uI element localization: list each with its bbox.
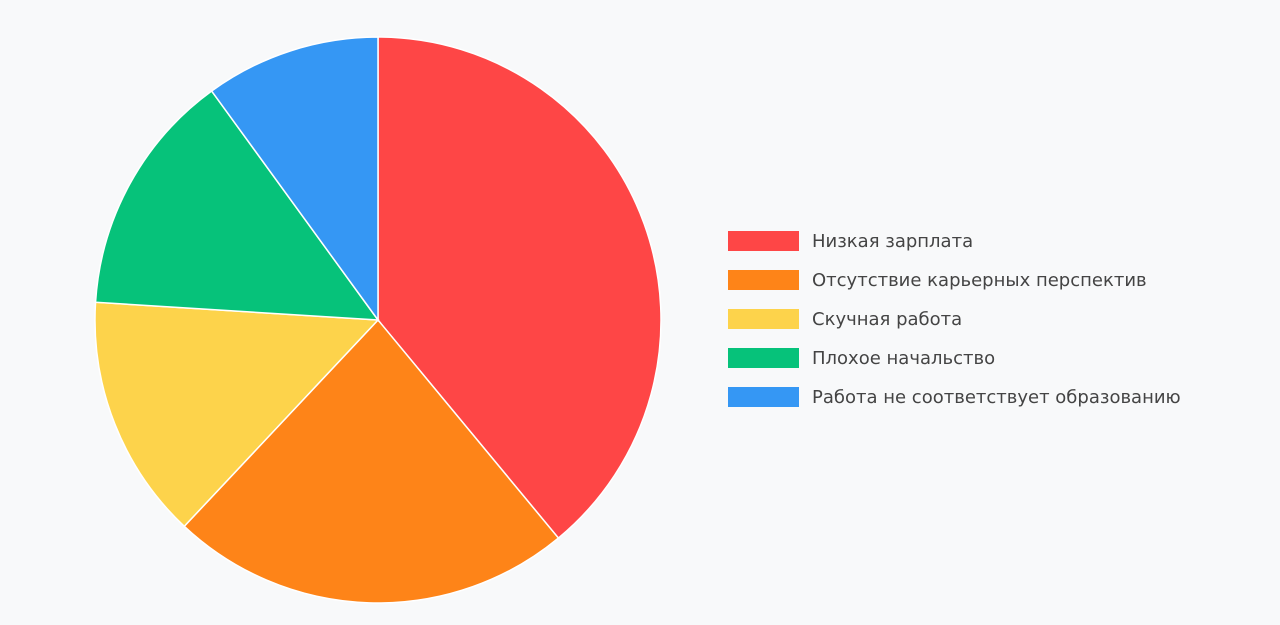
legend-label: Низкая зарплата: [812, 231, 973, 252]
pie-slice: [377, 36, 662, 540]
legend-label: Скучная работа: [812, 309, 962, 330]
legend-label: Работа не соответствует образованию: [812, 387, 1181, 408]
legend-swatch: [728, 348, 799, 368]
pie-slice: [210, 36, 379, 323]
pie-slice: [183, 318, 560, 604]
pie-slice: [94, 301, 380, 528]
legend-label: Отсутствие карьерных перспектив: [812, 270, 1147, 291]
legend-swatch: [728, 387, 799, 407]
legend-label: Плохое начальство: [812, 348, 995, 369]
legend-swatch: [728, 231, 799, 251]
legend-swatch: [728, 270, 799, 290]
legend-swatch: [728, 309, 799, 329]
pie-slice: [94, 90, 380, 321]
